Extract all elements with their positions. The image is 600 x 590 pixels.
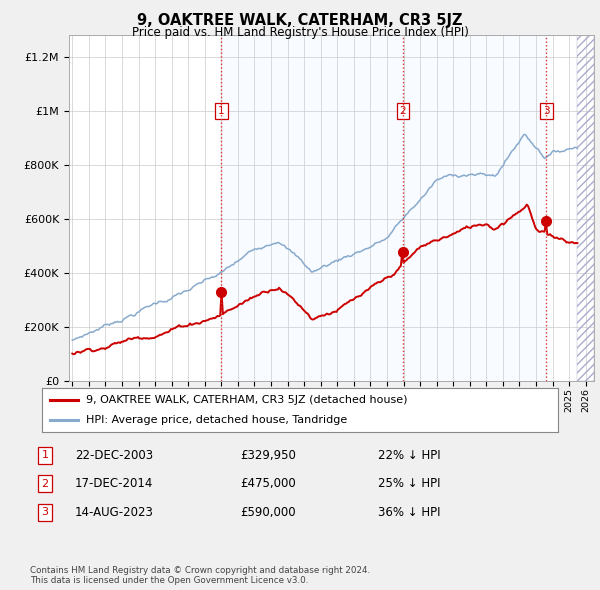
Text: £475,000: £475,000 bbox=[240, 477, 296, 490]
Text: 2: 2 bbox=[400, 106, 406, 116]
Text: 1: 1 bbox=[41, 451, 49, 460]
Text: £329,950: £329,950 bbox=[240, 449, 296, 462]
Text: 2: 2 bbox=[41, 479, 49, 489]
Text: Contains HM Land Registry data © Crown copyright and database right 2024.
This d: Contains HM Land Registry data © Crown c… bbox=[30, 566, 370, 585]
Text: 25% ↓ HPI: 25% ↓ HPI bbox=[378, 477, 440, 490]
Text: £590,000: £590,000 bbox=[240, 506, 296, 519]
Text: 3: 3 bbox=[543, 106, 550, 116]
Text: 36% ↓ HPI: 36% ↓ HPI bbox=[378, 506, 440, 519]
Text: 14-AUG-2023: 14-AUG-2023 bbox=[75, 506, 154, 519]
Text: 17-DEC-2014: 17-DEC-2014 bbox=[75, 477, 154, 490]
Bar bbox=[221, 35, 547, 381]
Text: 1: 1 bbox=[218, 106, 224, 116]
Text: 22% ↓ HPI: 22% ↓ HPI bbox=[378, 449, 440, 462]
Text: 22-DEC-2003: 22-DEC-2003 bbox=[75, 449, 153, 462]
Text: HPI: Average price, detached house, Tandridge: HPI: Average price, detached house, Tand… bbox=[86, 415, 347, 425]
Text: 9, OAKTREE WALK, CATERHAM, CR3 5JZ (detached house): 9, OAKTREE WALK, CATERHAM, CR3 5JZ (deta… bbox=[86, 395, 407, 405]
Text: 9, OAKTREE WALK, CATERHAM, CR3 5JZ: 9, OAKTREE WALK, CATERHAM, CR3 5JZ bbox=[137, 13, 463, 28]
Text: Price paid vs. HM Land Registry's House Price Index (HPI): Price paid vs. HM Land Registry's House … bbox=[131, 26, 469, 39]
Text: 3: 3 bbox=[41, 507, 49, 517]
